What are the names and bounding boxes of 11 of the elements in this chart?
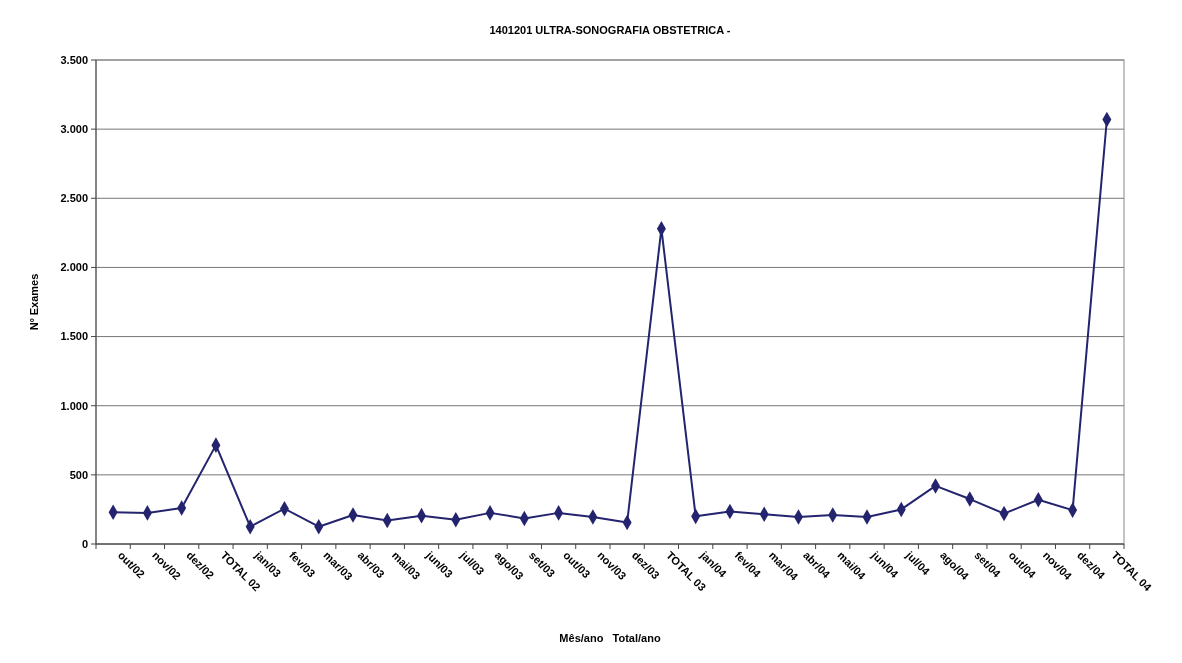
y-axis-title: Nº Exames: [28, 273, 40, 331]
y-tick-label: 500: [69, 468, 88, 481]
y-tick-label: 2.500: [60, 192, 88, 205]
y-tick-label: 0: [81, 537, 88, 550]
y-tick-label: 1.500: [60, 330, 88, 343]
chart-title: 1401201 ULTRA-SONOGRAFIA OBSTETRICA -: [489, 24, 731, 36]
x-axis-title: Mês/ano Total/ano: [559, 632, 661, 644]
y-tick-label: 3.000: [60, 122, 88, 135]
y-tick-label: 1.000: [60, 399, 88, 412]
y-tick-label: 2.000: [60, 261, 88, 274]
y-tick-label: 3.500: [60, 53, 88, 66]
